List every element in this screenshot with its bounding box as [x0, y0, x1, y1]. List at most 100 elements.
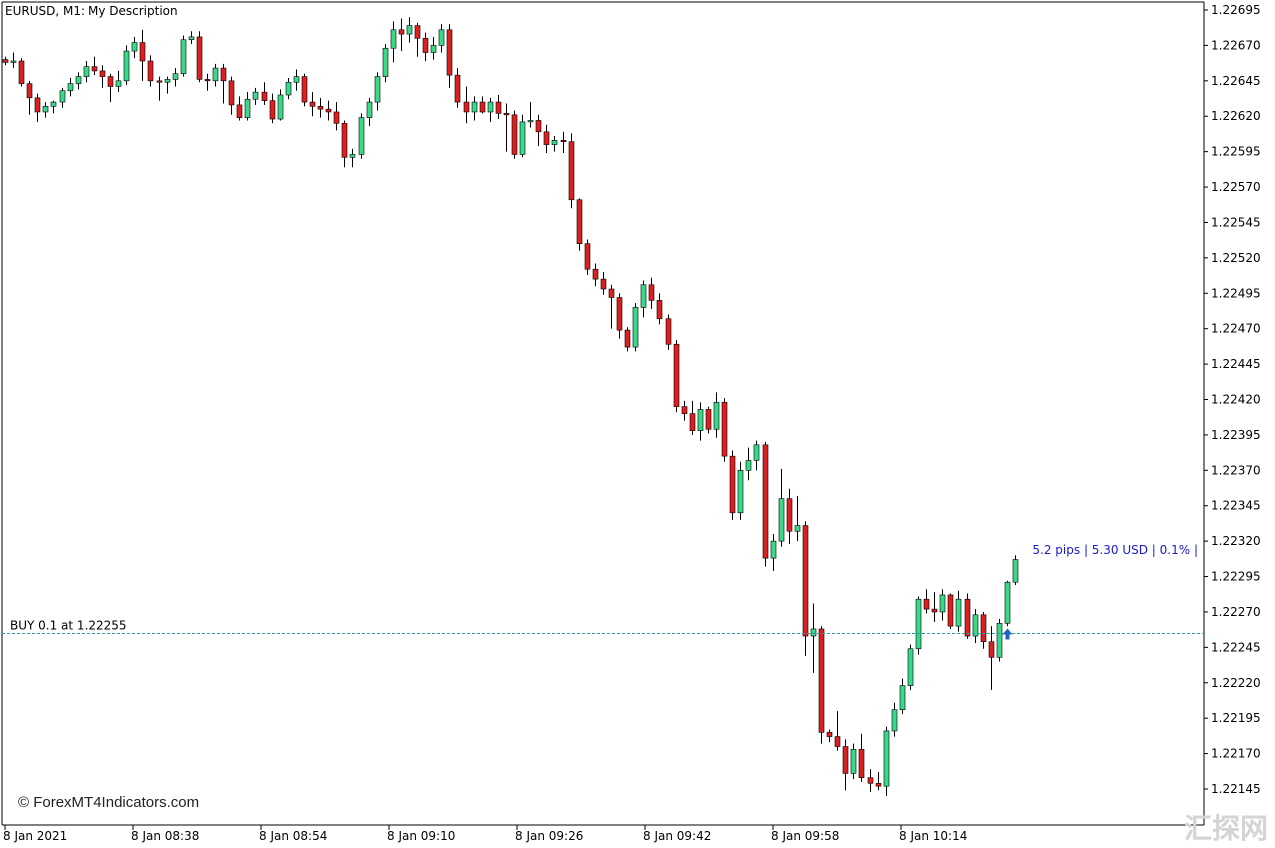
bull-candle-body [939, 594, 946, 613]
bear-candle-body [980, 614, 987, 642]
bear-candle-body [818, 628, 825, 733]
candle [99, 65, 106, 88]
bear-candle-body [923, 598, 930, 610]
candle [1012, 555, 1019, 586]
bear-candle-body [576, 199, 583, 244]
candle [156, 76, 163, 101]
bull-candle-body [753, 444, 760, 461]
candle [325, 100, 332, 121]
candle [794, 495, 801, 542]
bear-candle-body [584, 243, 591, 270]
candle [955, 590, 962, 632]
candle [519, 114, 526, 158]
price-tick-label: 1.22520 [1211, 251, 1261, 265]
bear-candle-body [535, 120, 542, 133]
price-tick-label: 1.22645 [1211, 74, 1261, 88]
candle [850, 743, 857, 780]
candle [608, 284, 615, 329]
candle [592, 263, 599, 287]
bull-candle-body [42, 106, 49, 113]
candle [147, 55, 154, 87]
candle [42, 102, 49, 118]
candle [479, 96, 486, 114]
bull-candle-body [188, 36, 195, 41]
price-tick-label: 1.22345 [1211, 499, 1261, 513]
bear-candle-body [261, 91, 268, 101]
price-tick-label: 1.22320 [1211, 534, 1261, 548]
candle [737, 461, 744, 520]
bull-candle-body [277, 94, 284, 120]
bear-candle-body [624, 329, 631, 348]
time-tick-label: 8 Jan 08:54 [259, 829, 327, 843]
candle [543, 124, 550, 154]
candle [463, 86, 470, 124]
candle [59, 87, 66, 108]
bear-candle-body [786, 498, 793, 532]
candle [285, 77, 292, 100]
bear-candle-body [156, 80, 163, 83]
candle [681, 400, 688, 421]
candle [883, 726, 890, 797]
bear-candle-body [721, 402, 728, 457]
time-tick-label: 8 Jan 08:38 [131, 829, 199, 843]
candle [333, 102, 340, 131]
bear-candle-body [446, 29, 453, 76]
price-tick-label: 1.22495 [1211, 286, 1261, 300]
candle [91, 56, 98, 76]
candle [624, 327, 631, 352]
bull-candle-body [10, 60, 17, 63]
bull-candle-body [770, 540, 777, 559]
price-tick-label: 1.22545 [1211, 215, 1261, 229]
bull-candle-body [487, 101, 494, 113]
candle [988, 626, 995, 690]
bull-candle-body [131, 42, 138, 52]
candle [107, 73, 114, 103]
candle [697, 402, 704, 441]
time-tick-label: 8 Jan 09:26 [515, 829, 583, 843]
bear-candle-body [762, 444, 769, 559]
candle [907, 644, 914, 690]
bear-candle-body [325, 108, 332, 113]
bull-candle-body [172, 73, 179, 80]
candle [584, 239, 591, 275]
chart-description-label: My Description [88, 4, 178, 18]
chart-symbol-label: EURUSD, M1: [5, 4, 85, 18]
candle [75, 72, 82, 90]
time-tick-label: 8 Jan 09:42 [643, 829, 711, 843]
candle [867, 769, 874, 792]
bear-candle-body [139, 42, 146, 62]
candle [196, 31, 203, 83]
bear-candle-body [858, 749, 865, 778]
candle [600, 272, 607, 295]
candle [180, 35, 187, 77]
bull-candle-body [382, 47, 389, 77]
bear-candle-body [648, 284, 655, 301]
bear-candle-body [463, 101, 470, 113]
candle [269, 93, 276, 124]
candle [172, 68, 179, 87]
candle [422, 32, 429, 61]
bull-candle-body [1012, 559, 1019, 583]
candle [834, 711, 841, 751]
candle [568, 133, 575, 209]
bear-candle-body [333, 111, 340, 124]
candle [430, 36, 437, 60]
candle [212, 63, 219, 87]
candle [390, 21, 397, 63]
candle [786, 488, 793, 544]
bear-candle-body [616, 297, 623, 331]
bull-candle-body [810, 628, 817, 637]
candle [826, 729, 833, 743]
candle [818, 626, 825, 744]
candle [471, 96, 478, 121]
bear-candle-body [495, 101, 502, 114]
bear-candle-body [269, 100, 276, 120]
bear-candle-body [802, 525, 809, 637]
watermark-text: © ForexMT4Indicators.com [18, 794, 199, 811]
bull-candle-body [83, 66, 90, 77]
bull-candle-body [212, 67, 219, 82]
price-tick-label: 1.22220 [1211, 676, 1261, 690]
candle [745, 447, 752, 481]
price-tick-label: 1.22470 [1211, 322, 1261, 336]
